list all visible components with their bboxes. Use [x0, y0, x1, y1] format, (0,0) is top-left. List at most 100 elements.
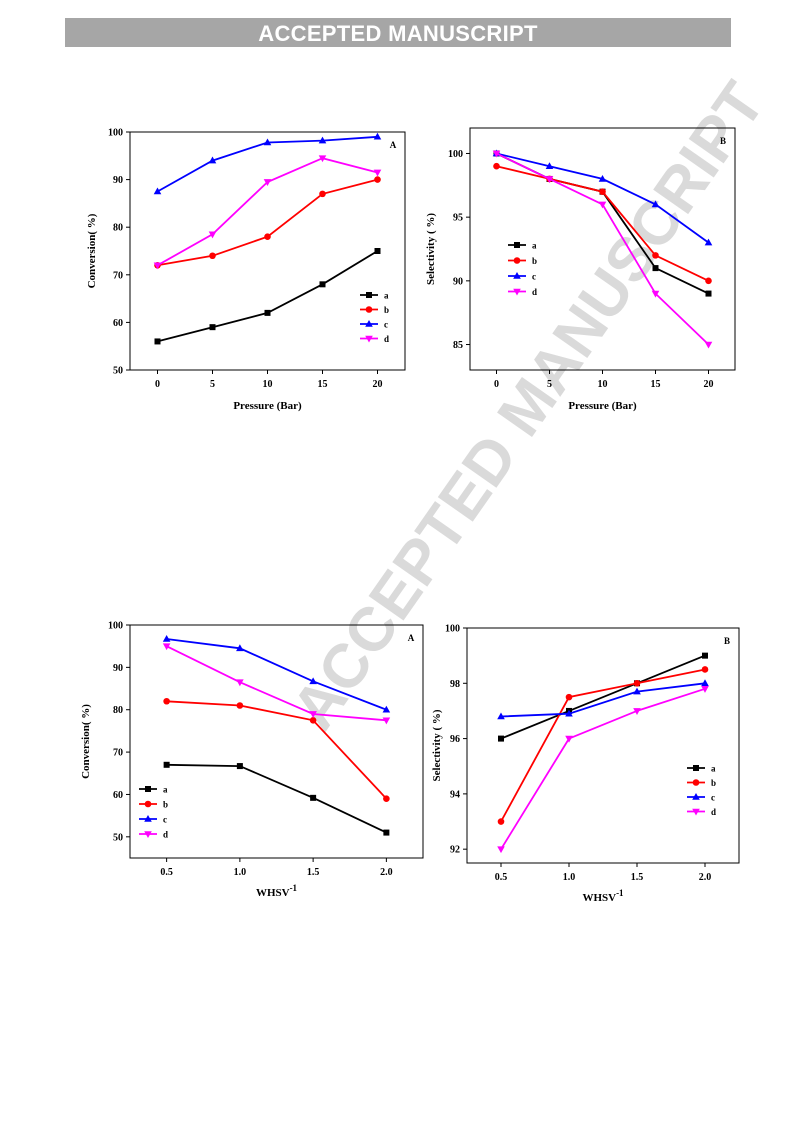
- x-tick-label: 10: [598, 379, 608, 390]
- data-point-a: [209, 324, 216, 331]
- series-line-c: [496, 152, 710, 244]
- y-axis-label: Selectivity ( %): [425, 213, 437, 285]
- plot-frame: [469, 127, 736, 371]
- x-tick-label: 10: [263, 379, 273, 390]
- data-point-b: [163, 697, 170, 705]
- x-tick-label: 20: [704, 379, 714, 390]
- y-tick-label: 80: [113, 223, 123, 234]
- data-point-d: [545, 176, 554, 183]
- y-tick-label: 100: [448, 149, 463, 160]
- data-point-a: [319, 281, 326, 288]
- legend-label-a: a: [384, 291, 389, 301]
- data-point-b: [264, 233, 271, 241]
- legend-label-a: a: [711, 764, 716, 774]
- chart-pressure-selectivity: 0 5 10 15 20 85 90 95 100 B Pressure (Bar) Selectiv…: [425, 127, 736, 412]
- data-point-c: [598, 174, 607, 182]
- data-point-a: [652, 265, 659, 272]
- legend-marker-a: [514, 242, 520, 248]
- legend-marker-c: [513, 272, 521, 279]
- data-point-b: [309, 717, 317, 724]
- legend-marker-b: [513, 257, 521, 264]
- x-tick-label: 0.5: [495, 872, 508, 883]
- data-point-b: [565, 693, 573, 701]
- data-point-d: [236, 679, 244, 687]
- x-tick-label: 0.5: [160, 867, 173, 878]
- y-axis-label: Selectivity ( %): [431, 709, 443, 781]
- legend-label-d: d: [163, 830, 168, 840]
- legend-label-b: b: [384, 305, 389, 315]
- data-point-c: [565, 709, 573, 717]
- data-point-c: [153, 187, 162, 195]
- legend-marker-a: [145, 786, 151, 792]
- series-line-a: [500, 654, 706, 740]
- legend-marker-d: [365, 335, 373, 343]
- legend-label-d: d: [711, 807, 716, 817]
- y-tick-label: 60: [113, 318, 123, 329]
- x-tick-label: 15: [318, 379, 328, 390]
- data-point-d: [208, 231, 217, 239]
- data-point-c: [162, 634, 171, 642]
- data-point-b: [319, 190, 326, 198]
- y-tick-label: 85: [453, 340, 463, 351]
- data-point-d: [162, 643, 171, 651]
- series-line-c: [166, 638, 387, 711]
- y-tick-label: 90: [113, 663, 123, 674]
- y-tick-label: 92: [450, 845, 460, 856]
- data-point-b: [374, 176, 381, 183]
- chart-whsv-selectivity: 0.5 1.0 1.5 2.0 92 94 96 98 100 B WHSV-1 Selectivit…: [431, 624, 740, 904]
- y-tick-label: 94: [450, 789, 460, 800]
- legend-marker-c: [692, 793, 700, 800]
- data-point-b: [383, 795, 390, 802]
- panel-label: A: [408, 633, 415, 643]
- legend-marker-a: [366, 292, 372, 298]
- series-line-d: [166, 645, 387, 722]
- plot-frame: [129, 131, 406, 371]
- data-point-d: [598, 201, 607, 209]
- series-line-d: [157, 157, 378, 267]
- data-point-d: [497, 846, 505, 854]
- data-point-a: [702, 652, 708, 659]
- legend-marker-d: [144, 831, 152, 838]
- data-point-b: [209, 252, 216, 260]
- data-point-d: [565, 735, 573, 743]
- legend-label-b: b: [711, 778, 716, 788]
- data-point-b: [705, 277, 712, 285]
- y-tick-label: 90: [453, 276, 463, 287]
- legend-label-d: d: [384, 334, 389, 344]
- x-tick-label: 1.5: [631, 872, 644, 883]
- legend-label-b: b: [532, 256, 537, 266]
- y-tick-label: 50: [113, 366, 123, 377]
- x-axis-label: Pressure (Bar): [568, 400, 637, 412]
- data-point-c: [263, 138, 272, 146]
- legend-label-c: c: [532, 272, 536, 282]
- series-line-a: [157, 250, 378, 343]
- y-tick-label: 100: [108, 621, 123, 632]
- legend-marker-b: [365, 306, 373, 313]
- data-point-a: [310, 794, 317, 801]
- y-tick-label: 60: [113, 790, 123, 801]
- x-tick-label: 1.0: [563, 872, 576, 883]
- series-line-d: [496, 152, 710, 346]
- data-point-a: [705, 290, 712, 297]
- data-point-b: [493, 162, 500, 170]
- legend-marker-d: [692, 808, 700, 816]
- panel-label: B: [720, 136, 726, 146]
- legend-label-d: d: [532, 287, 537, 297]
- data-point-a: [264, 309, 271, 316]
- legend-marker-b: [144, 800, 152, 808]
- series-line-b: [496, 165, 709, 282]
- data-point-d: [373, 169, 382, 177]
- legend-label-c: c: [711, 793, 715, 803]
- x-tick-label: 5: [547, 379, 552, 390]
- panel-label: B: [724, 636, 730, 646]
- data-point-a: [383, 829, 390, 836]
- chart-pressure-conversion: 0 5 10 15 20 50 60 70 80 90 100 A Pressure (Bar) Conv…: [86, 128, 406, 412]
- legend-label-a: a: [163, 785, 168, 795]
- data-point-d: [651, 290, 660, 298]
- y-axis-label: Conversion( %): [86, 213, 98, 288]
- x-tick-label: 1.0: [234, 867, 247, 878]
- data-point-c: [633, 687, 641, 695]
- data-point-d: [318, 155, 327, 163]
- y-tick-label: 98: [450, 679, 460, 690]
- data-point-c: [382, 705, 391, 713]
